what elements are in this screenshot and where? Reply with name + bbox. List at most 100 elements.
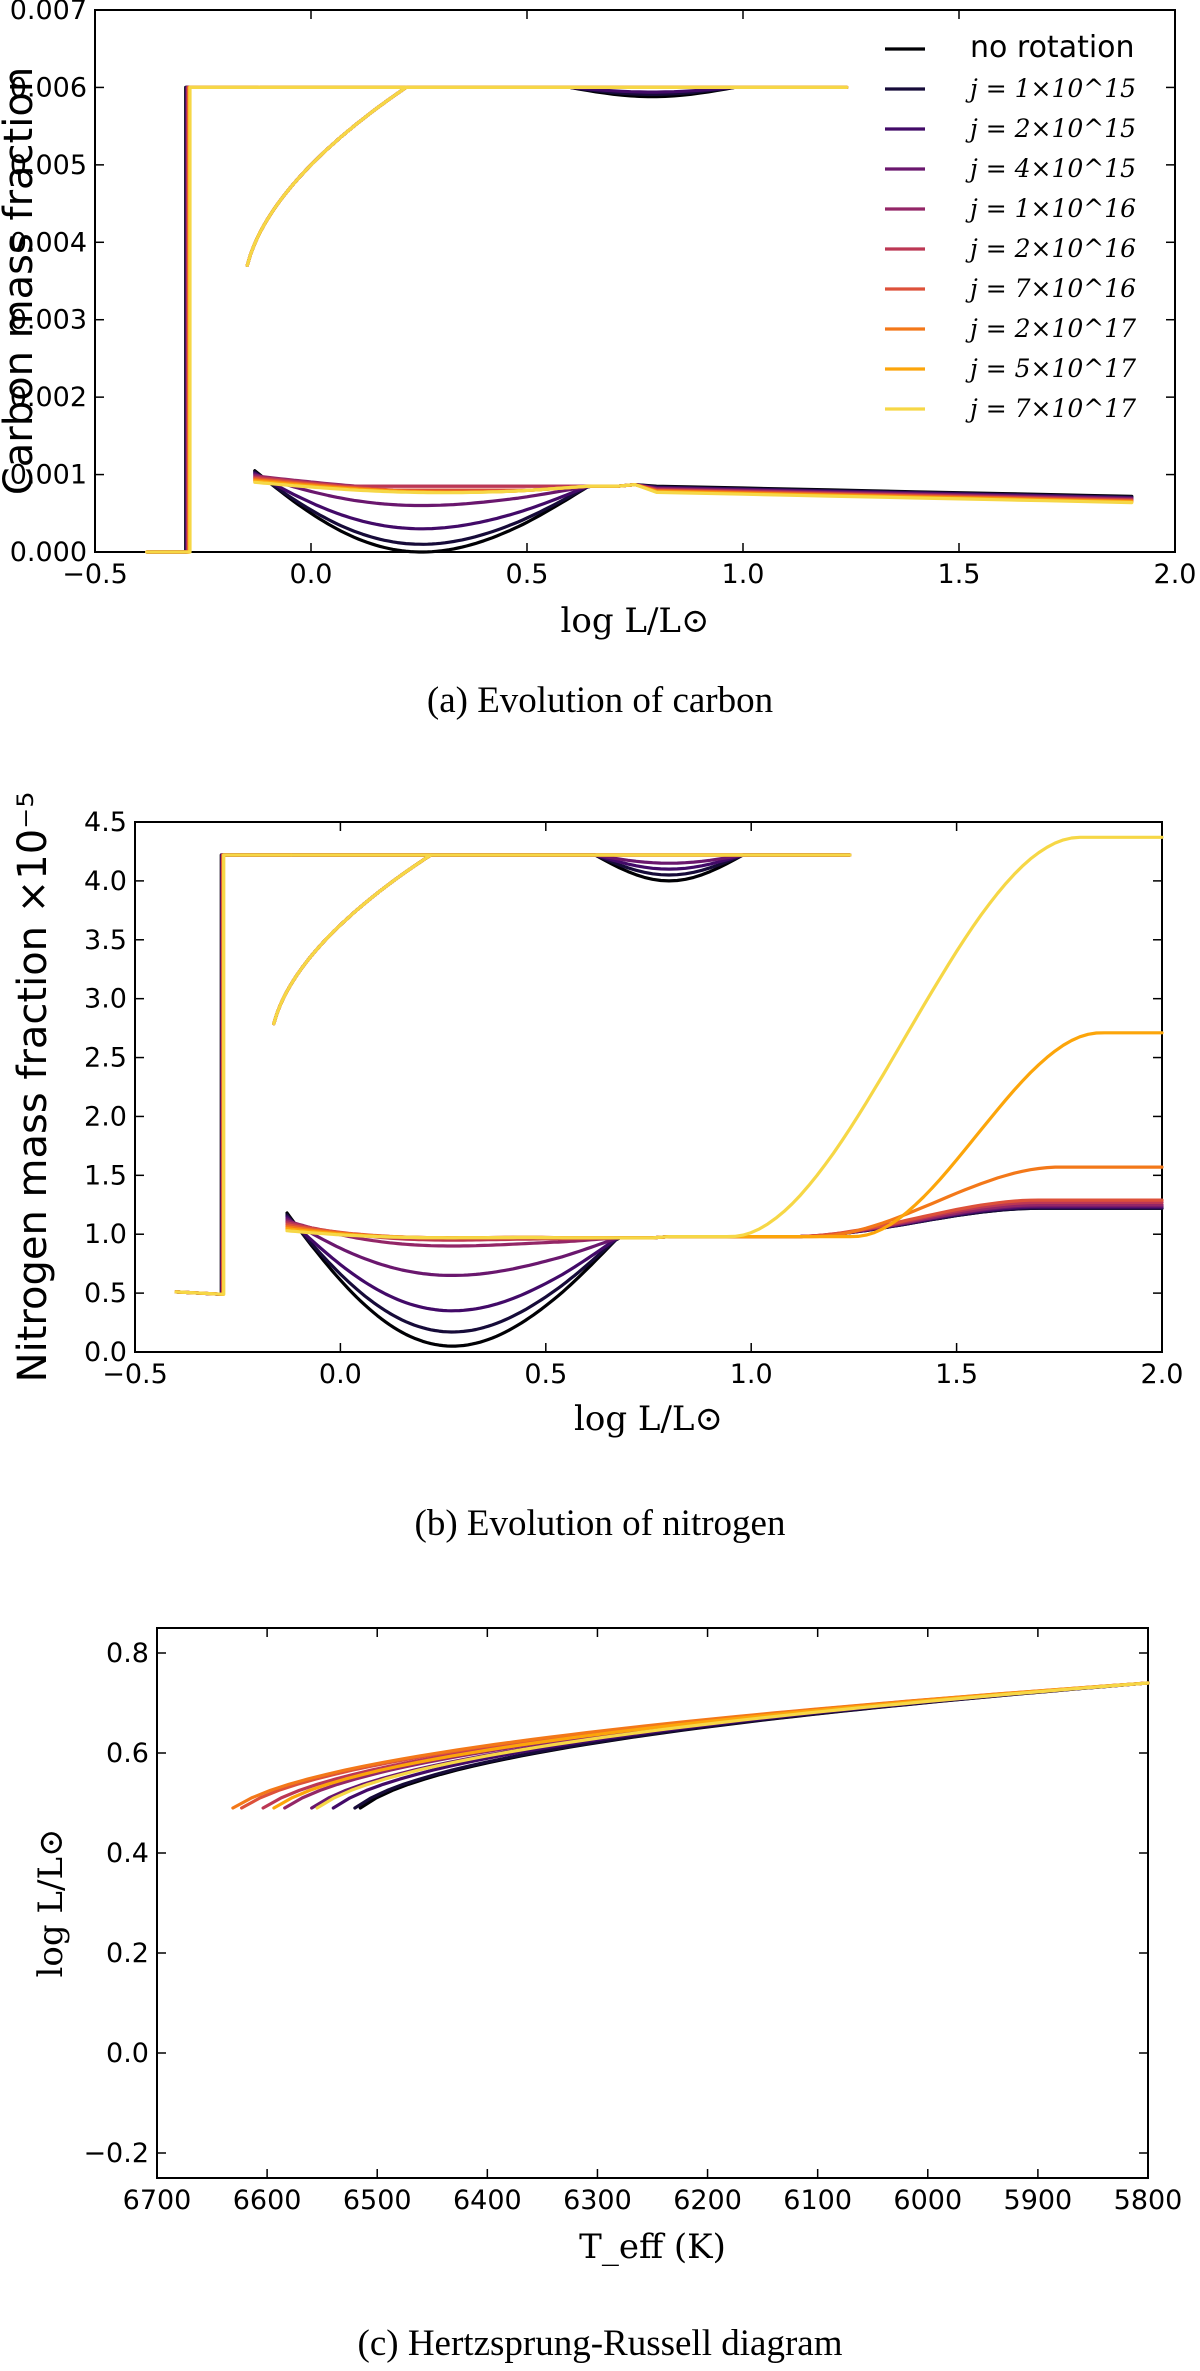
- caption: (a) Evolution of carbon: [427, 680, 773, 721]
- x-tick-label: 2.0: [1154, 559, 1197, 590]
- data-lines: [231, 1681, 1150, 1810]
- series-line: [174, 853, 293, 1296]
- series-line: [272, 853, 433, 1026]
- series-line: [145, 85, 261, 554]
- x-tick-label: 0.5: [524, 1359, 567, 1390]
- y-tick-label: 4.5: [84, 807, 127, 838]
- series-line: [174, 853, 293, 1296]
- x-tick-label: 1.5: [935, 1359, 978, 1390]
- y-axis-label: Carbon mass fraction: [0, 67, 42, 495]
- series-line: [145, 85, 261, 554]
- y-tick-label: 0.001: [10, 460, 87, 491]
- y-tick-label: 3.0: [84, 984, 127, 1015]
- y-tick-label: 0.5: [84, 1278, 127, 1309]
- x-tick-label: 0.0: [319, 1359, 362, 1390]
- series-line: [174, 853, 293, 1296]
- legend-label: j = 1×10^16: [965, 194, 1136, 223]
- panel-a-carbon: −0.5 0.0 0.5 1.0 1.5 2.0 0.000 0.001 0.002 0.003 0…: [0, 0, 1196, 721]
- legend-label: j = 2×10^17: [965, 314, 1136, 343]
- x-tick-label: 5900: [1004, 2185, 1073, 2216]
- x-axis-label: log L/L⊙: [560, 601, 709, 641]
- legend-label: j = 2×10^16: [965, 234, 1136, 263]
- caption: (c) Hertzsprung-Russell diagram: [358, 2323, 843, 2364]
- y-tick-label: 4.0: [84, 866, 127, 897]
- x-tick-label: 1.0: [730, 1359, 773, 1390]
- series-line: [285, 1206, 1164, 1334]
- series-line: [289, 853, 852, 877]
- series-line: [272, 853, 433, 1026]
- series-line: [289, 853, 852, 871]
- caption: (b) Evolution of nitrogen: [415, 1503, 786, 1544]
- x-tick-label: 6500: [343, 2185, 412, 2216]
- y-axis-label: log L/L⊙: [31, 1828, 71, 1977]
- series-line: [315, 1681, 1150, 1810]
- x-tick-label: 6000: [893, 2185, 962, 2216]
- legend-label: j = 7×10^16: [965, 274, 1136, 303]
- series-line: [145, 85, 261, 554]
- y-tick-label: 0.004: [10, 227, 87, 258]
- series-line: [245, 85, 408, 267]
- series-line: [353, 1681, 1150, 1810]
- y-tick-label: 2.0: [84, 1101, 127, 1132]
- series-line: [245, 85, 408, 267]
- y-tick-label: 0.8: [106, 1638, 149, 1669]
- series-line: [272, 853, 433, 1026]
- y-tick-label: 0.0: [106, 2038, 149, 2069]
- series-line: [174, 853, 293, 1296]
- legend-label: j = 1×10^15: [965, 74, 1136, 103]
- data-lines: [145, 85, 1134, 554]
- series-line: [331, 1681, 1150, 1810]
- y-tick-label: 0.005: [10, 150, 87, 181]
- x-tick-label: 6300: [563, 2185, 632, 2216]
- y-tick-label: 0.002: [10, 382, 87, 413]
- y-tick-label: 0.003: [10, 305, 87, 336]
- series-line: [253, 470, 1134, 546]
- x-axis-label: T_eff (K): [579, 2227, 726, 2267]
- legend-label: no rotation: [970, 30, 1135, 65]
- series-line: [145, 85, 261, 554]
- series-line: [245, 85, 408, 267]
- plot-frame: [94, 9, 1176, 553]
- legend-label: j = 4×10^15: [965, 154, 1136, 183]
- y-tick-label: 1.5: [84, 1160, 127, 1191]
- series-line: [285, 1205, 1164, 1313]
- series-line: [174, 853, 293, 1296]
- series-line: [272, 853, 433, 1026]
- series-line: [272, 853, 433, 1026]
- series-line: [245, 85, 408, 267]
- legend-label: j = 2×10^15: [965, 114, 1136, 143]
- y-tick-label: 0.2: [106, 1938, 149, 1969]
- legend-label: j = 7×10^17: [965, 394, 1136, 423]
- y-tick-label: 3.5: [84, 925, 127, 956]
- series-line: [253, 480, 1134, 505]
- x-tick-label: 6600: [233, 2185, 302, 2216]
- series-line: [245, 85, 408, 267]
- y-tick-label: −0.2: [83, 2138, 149, 2169]
- series-line: [272, 1681, 1150, 1810]
- series-line: [289, 853, 852, 883]
- series-line: [174, 853, 293, 1296]
- x-tick-label: 1.5: [938, 559, 981, 590]
- y-axis-label: Nitrogen mass fraction ×10⁻⁵: [10, 792, 56, 1383]
- x-tick-label: 1.0: [722, 559, 765, 590]
- series-line: [145, 85, 261, 554]
- series-line: [245, 85, 408, 267]
- x-tick-label: 2.0: [1141, 1359, 1184, 1390]
- x-tick-label: −0.5: [62, 559, 128, 590]
- series-line: [245, 85, 408, 267]
- series-line: [145, 85, 261, 554]
- series-line: [145, 85, 261, 554]
- y-tick-label: 0.006: [10, 72, 87, 103]
- y-tick-label: 0.000: [10, 537, 87, 568]
- panel-b-nitrogen: −0.5 0.0 0.5 1.0 1.5 2.00.00.51.01.52.02.53.0…: [10, 792, 1183, 1544]
- x-tick-label: 0.0: [290, 559, 333, 590]
- series-line: [174, 853, 293, 1296]
- series-line: [245, 85, 408, 267]
- series-line: [272, 853, 433, 1026]
- series-line: [285, 835, 1164, 1240]
- x-tick-label: 6400: [453, 2185, 522, 2216]
- x-tick-label: 5800: [1114, 2185, 1183, 2216]
- legend: no rotation j = 1×10^15 j = 2×10^15 j = 4×1…: [885, 30, 1136, 423]
- x-tick-label: 0.5: [506, 559, 549, 590]
